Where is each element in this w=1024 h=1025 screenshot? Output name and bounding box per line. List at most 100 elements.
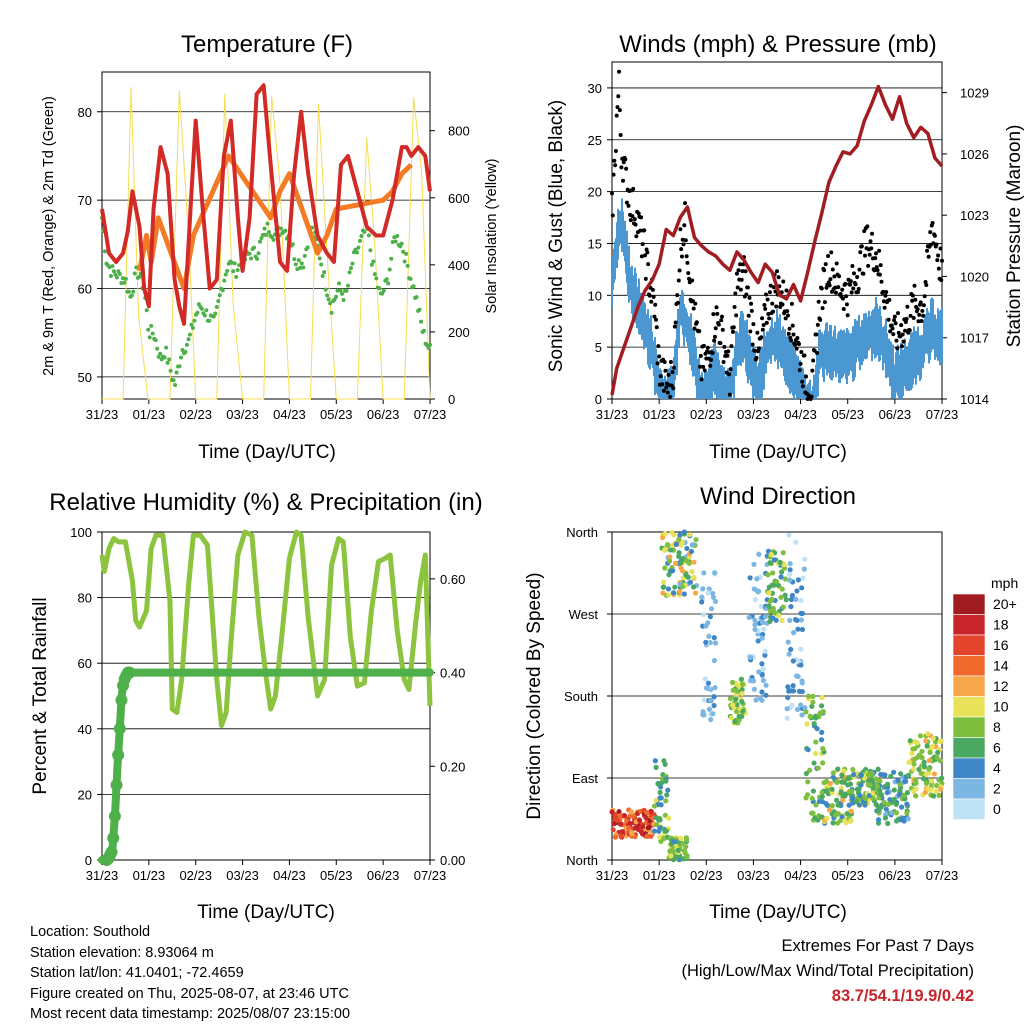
gust-point (874, 251, 878, 256)
direction-point (700, 586, 706, 592)
temperature-x-label: Time (Day/UTC) (198, 442, 336, 463)
legend-swatch (952, 737, 986, 759)
direction-point (712, 640, 719, 646)
gust-point (910, 293, 915, 298)
direction-point (778, 594, 784, 600)
legend-label: 20+ (993, 596, 1017, 612)
direction-point (657, 825, 663, 831)
gust-point (778, 304, 783, 309)
direction-point (798, 702, 804, 708)
dewpoint-point (110, 264, 115, 269)
direction-point (765, 572, 771, 578)
gust-point (615, 105, 620, 110)
gust-point (786, 331, 791, 336)
gust-point (936, 266, 941, 271)
dewpoint-point (422, 328, 427, 333)
dewpoint-point (301, 265, 306, 270)
direction-point (663, 828, 669, 834)
direction-point (819, 793, 825, 800)
gust-point (886, 317, 891, 322)
dewpoint-point (167, 357, 172, 362)
dewpoint-point (319, 262, 324, 267)
direction-point (701, 697, 707, 703)
gust-point (921, 313, 926, 318)
dewpoint-point (231, 269, 236, 274)
direction-point (636, 817, 643, 823)
direction-point (752, 617, 758, 624)
direction-point (739, 698, 745, 705)
direction-point (785, 694, 791, 701)
direction-point (767, 560, 773, 566)
direction-point (701, 570, 707, 576)
direction-point (793, 596, 799, 602)
precipitation-point (123, 666, 136, 679)
gust-point (824, 285, 829, 290)
gust-point (733, 291, 738, 296)
gust-point (761, 323, 766, 328)
dewpoint-point (213, 311, 218, 316)
direction-point (895, 777, 901, 784)
dewpoint-point (340, 291, 345, 296)
gust-point (731, 325, 736, 330)
humidity-y-tick-label: 40 (78, 722, 92, 737)
direction-x-tick-label: 05/23 (831, 868, 864, 883)
direction-point (708, 716, 714, 723)
direction-point (612, 834, 619, 840)
direction-point (763, 682, 769, 688)
direction-point (827, 780, 833, 787)
direction-point (918, 770, 924, 776)
direction-point (804, 721, 810, 727)
direction-x-tick-label: 01/23 (643, 868, 676, 883)
direction-point (778, 574, 784, 580)
direction-point (712, 685, 718, 691)
direction-point (893, 801, 899, 807)
direction-point (875, 817, 882, 823)
direction-x-tick-label: 31/23 (596, 868, 629, 883)
legend-label: 6 (993, 740, 1001, 756)
direction-panel: Wind Direction Direction (Colored By Spe… (524, 483, 958, 923)
direction-point (851, 771, 857, 778)
gust-point (775, 269, 779, 274)
legend-label: 4 (993, 760, 1001, 776)
direction-point (665, 586, 672, 592)
direction-point (626, 825, 632, 831)
gust-point (676, 300, 680, 305)
direction-point (665, 815, 672, 821)
gust-point (878, 263, 883, 268)
gust-point (850, 263, 855, 268)
direction-point (662, 761, 668, 767)
gust-point (901, 339, 906, 344)
temperature-x-tick-label: 04/23 (273, 407, 306, 422)
direction-point (813, 802, 819, 808)
direction-point (916, 752, 923, 758)
direction-point (913, 793, 919, 799)
direction-point (907, 738, 913, 744)
gust-point (672, 365, 677, 370)
humidity-x-tick-label: 07/23 (414, 868, 447, 883)
gust-point (640, 242, 645, 247)
gust-point (822, 300, 827, 305)
direction-point (711, 635, 717, 641)
direction-point (679, 584, 686, 590)
gust-point (844, 302, 849, 307)
direction-point (787, 688, 794, 694)
gust-point (904, 316, 909, 321)
direction-point (683, 844, 689, 850)
precipitation-point (110, 779, 123, 792)
gust-point (662, 359, 667, 364)
gust-point (716, 322, 721, 327)
gust-point (887, 297, 892, 302)
dewpoint-point (235, 268, 240, 273)
direction-point (830, 820, 836, 826)
gust-point (639, 254, 644, 259)
direction-point (845, 776, 851, 782)
dewpoint-point (190, 325, 195, 330)
winds-y2-tick-label: 1017 (960, 331, 989, 346)
dewpoint-point (357, 238, 362, 243)
gust-point (841, 307, 846, 312)
dewpoint-point (323, 287, 328, 292)
gust-point (834, 261, 839, 266)
direction-point (891, 787, 897, 793)
gust-point (760, 327, 765, 332)
gust-point (917, 312, 922, 317)
